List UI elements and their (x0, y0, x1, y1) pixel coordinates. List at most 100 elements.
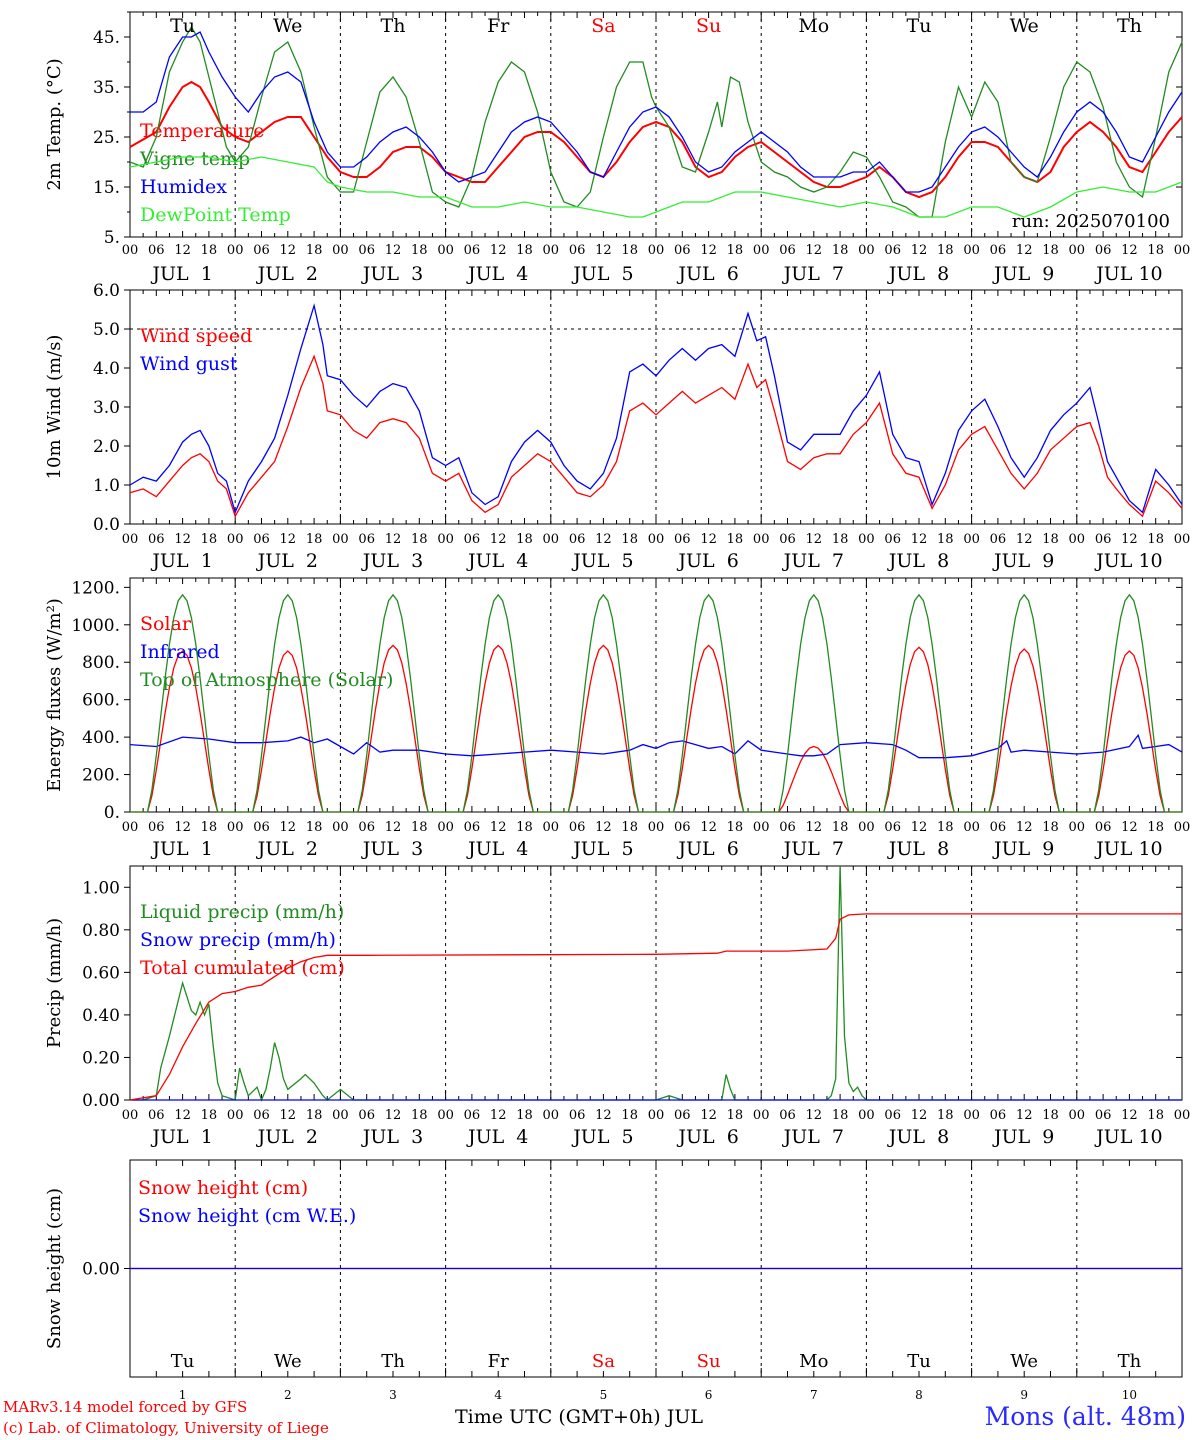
hour-tick-label: 00 (1069, 532, 1086, 547)
y-tick-label: 35. (93, 78, 120, 98)
hour-tick-label: 12 (1016, 820, 1033, 835)
hour-tick-label: 06 (253, 1108, 270, 1123)
date-label: JUL 5 (571, 1126, 633, 1148)
hour-tick-label: 00 (227, 243, 244, 258)
date-label: JUL 1 (150, 550, 212, 572)
y-tick-label: 800. (82, 653, 120, 673)
date-label: JUL 10 (1094, 550, 1162, 572)
hour-tick-label: 00 (122, 532, 139, 547)
date-label: JUL 1 (150, 1126, 212, 1148)
hour-tick-label: 06 (569, 1108, 586, 1123)
series-line (129, 733, 1183, 759)
weekday-label: Mo (799, 1351, 828, 1372)
weekday-label: Fr (487, 15, 510, 37)
hour-tick-label: 00 (332, 243, 349, 258)
hour-tick-label: 18 (832, 243, 849, 258)
hour-tick-label: 12 (174, 243, 191, 258)
hour-tick-label: 18 (306, 820, 323, 835)
hour-tick-label: 06 (1095, 820, 1112, 835)
hour-tick-label: 12 (280, 243, 297, 258)
run-annotation: run: 2025070100 (1012, 211, 1170, 232)
weekday-label: Th (1118, 1351, 1142, 1372)
hour-tick-label: 00 (543, 820, 560, 835)
hour-tick-label: 00 (1174, 820, 1191, 835)
weekday-label: We (273, 15, 302, 37)
hour-tick-label: 12 (806, 1108, 823, 1123)
date-label: JUL 9 (992, 838, 1054, 860)
hour-tick-label: 00 (858, 820, 875, 835)
series-line (129, 303, 1183, 515)
hour-tick-label: 18 (1147, 820, 1164, 835)
y-tick-label: 0.0 (93, 515, 120, 535)
hour-tick-label: 18 (411, 243, 428, 258)
hour-tick-label: 00 (858, 1108, 875, 1123)
hour-tick-label: 18 (832, 820, 849, 835)
date-label: JUL 2 (256, 838, 318, 860)
y-tick-label: 1000. (71, 616, 120, 636)
y-tick-label: 1200. (71, 578, 120, 598)
hour-tick-label: 06 (253, 243, 270, 258)
hour-tick-label: 00 (122, 1108, 139, 1123)
weekday-label: We (1010, 1351, 1038, 1372)
date-label: JUL 5 (571, 550, 633, 572)
hour-tick-label: 06 (464, 532, 481, 547)
day-number-label: 4 (494, 1388, 502, 1402)
weekday-label: Su (696, 15, 721, 37)
hour-tick-label: 12 (700, 243, 717, 258)
hour-tick-label: 00 (648, 820, 665, 835)
date-label: JUL 2 (256, 1126, 318, 1148)
hour-tick-label: 18 (306, 532, 323, 547)
date-label: JUL 8 (887, 838, 949, 860)
hour-tick-label: 00 (437, 532, 454, 547)
hour-tick-label: 00 (1174, 1108, 1191, 1123)
hour-tick-label: 06 (990, 243, 1007, 258)
hour-tick-label: 12 (806, 820, 823, 835)
hour-tick-label: 06 (358, 243, 375, 258)
hour-tick-label: 00 (753, 1108, 770, 1123)
weekday-label: Sa (591, 15, 615, 37)
date-label: JUL 2 (256, 550, 318, 572)
hour-tick-label: 18 (516, 532, 533, 547)
day-number-label: 7 (810, 1388, 818, 1402)
date-label: JUL 3 (361, 838, 423, 860)
hour-tick-label: 18 (727, 820, 744, 835)
hour-tick-label: 18 (201, 532, 218, 547)
y-tick-label: 600. (82, 691, 120, 711)
date-label: JUL 8 (887, 263, 949, 285)
legend-entry: Humidex (140, 176, 227, 198)
weekday-label: Th (1117, 15, 1142, 37)
model-credit: MARv3.14 model forced by GFS (3, 1398, 248, 1416)
y-tick-label: 15. (93, 178, 120, 198)
hour-tick-label: 00 (332, 820, 349, 835)
hour-tick-label: 18 (1147, 1108, 1164, 1123)
date-label: JUL 5 (571, 263, 633, 285)
legend-entry: Solar (140, 613, 192, 635)
hour-tick-label: 18 (727, 1108, 744, 1123)
y-axis-label: Snow height (cm) (44, 1188, 65, 1349)
date-label: JUL 3 (361, 1126, 423, 1148)
hour-tick-label: 12 (595, 532, 612, 547)
date-label: JUL 1 (150, 838, 212, 860)
hour-tick-label: 06 (884, 532, 901, 547)
weekday-label: Mo (798, 15, 829, 37)
hour-tick-label: 18 (201, 243, 218, 258)
date-label: JUL 8 (887, 1126, 949, 1148)
day-number-label: 1 (179, 1388, 187, 1402)
hour-tick-label: 00 (753, 243, 770, 258)
y-tick-label: 0.20 (82, 1048, 120, 1068)
hour-tick-label: 18 (1042, 820, 1059, 835)
hour-tick-label: 00 (227, 820, 244, 835)
weekday-label: Fr (488, 1351, 509, 1372)
y-tick-label: 0.00 (82, 1260, 120, 1280)
hour-tick-label: 12 (1121, 1108, 1138, 1123)
date-label: JUL 3 (361, 263, 423, 285)
weekday-label: Sa (592, 1351, 615, 1372)
hour-tick-label: 12 (911, 820, 928, 835)
hour-tick-label: 12 (911, 532, 928, 547)
hour-tick-label: 12 (700, 532, 717, 547)
hour-tick-label: 18 (1042, 532, 1059, 547)
date-label: JUL 7 (782, 263, 844, 285)
hour-tick-label: 18 (516, 1108, 533, 1123)
legend-entry: Total cumulated (cm) (140, 957, 345, 979)
